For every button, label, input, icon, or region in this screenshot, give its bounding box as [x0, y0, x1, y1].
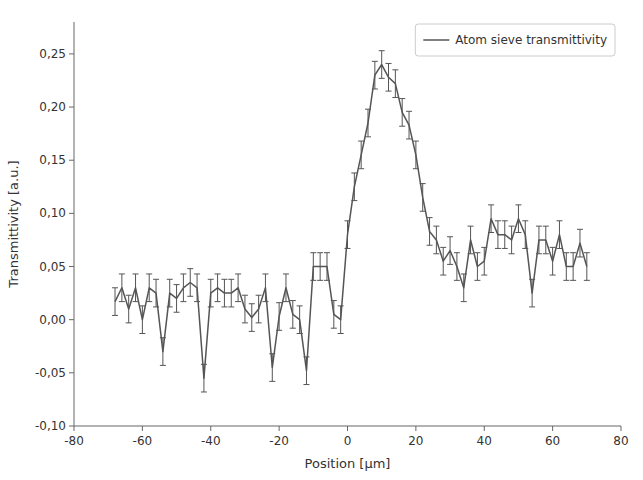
x-tick-label: -20: [269, 434, 289, 448]
y-tick-label: -0,05: [35, 366, 66, 380]
y-tick: [69, 372, 74, 373]
x-tick-label: -60: [133, 434, 153, 448]
y-tick: [69, 53, 74, 54]
y-tick: [69, 213, 74, 214]
y-tick-label: 0,10: [39, 206, 66, 220]
x-tick-label: 0: [344, 434, 352, 448]
x-tick: [484, 426, 485, 431]
y-tick-label: 0,25: [39, 47, 66, 61]
x-axis-label: Position [μm]: [305, 456, 391, 471]
legend-box: [415, 24, 615, 56]
x-tick: [552, 426, 553, 431]
series-line: [115, 65, 587, 379]
x-tick-label: -80: [64, 434, 84, 448]
x-tick: [621, 426, 622, 431]
y-tick-label: 0,05: [39, 260, 66, 274]
y-tick-label: 0,00: [39, 313, 66, 327]
y-axis-line: [74, 22, 75, 426]
y-axis-label: Transmittivity [a.u.]: [6, 160, 21, 288]
x-tick-label: 20: [408, 434, 423, 448]
y-tick: [69, 107, 74, 108]
x-tick: [347, 426, 348, 431]
y-tick-label: -0,10: [35, 419, 66, 433]
x-tick: [415, 426, 416, 431]
legend: Atom sieve transmittivity: [415, 24, 615, 56]
x-tick-label: 40: [477, 434, 492, 448]
y-tick: [69, 319, 74, 320]
x-tick: [210, 426, 211, 431]
x-tick: [142, 426, 143, 431]
y-tick: [69, 160, 74, 161]
y-tick-label: 0,20: [39, 100, 66, 114]
y-tick: [69, 266, 74, 267]
x-axis: -80 -60 -40 -20 0 20 40 60 80: [64, 426, 628, 448]
x-tick-label: 60: [545, 434, 560, 448]
x-tick: [279, 426, 280, 431]
x-tick-label: 80: [613, 434, 628, 448]
legend-label: Atom sieve transmittivity: [455, 33, 607, 47]
x-tick: [74, 426, 75, 431]
error-bars: [112, 51, 590, 392]
y-axis: -0,10 -0,05 0,00 0,05 0,10 0,15 0,20 0,25: [35, 47, 74, 433]
y-tick-label: 0,15: [39, 153, 66, 167]
legend-swatch: [423, 39, 449, 41]
chart: -80 -60 -40 -20 0 20 40 60 80 -0,10 -0,05 0,00 0,05 0…: [0, 0, 643, 480]
plot-area: [112, 51, 590, 392]
y-tick: [69, 426, 74, 427]
x-tick-label: -40: [201, 434, 221, 448]
